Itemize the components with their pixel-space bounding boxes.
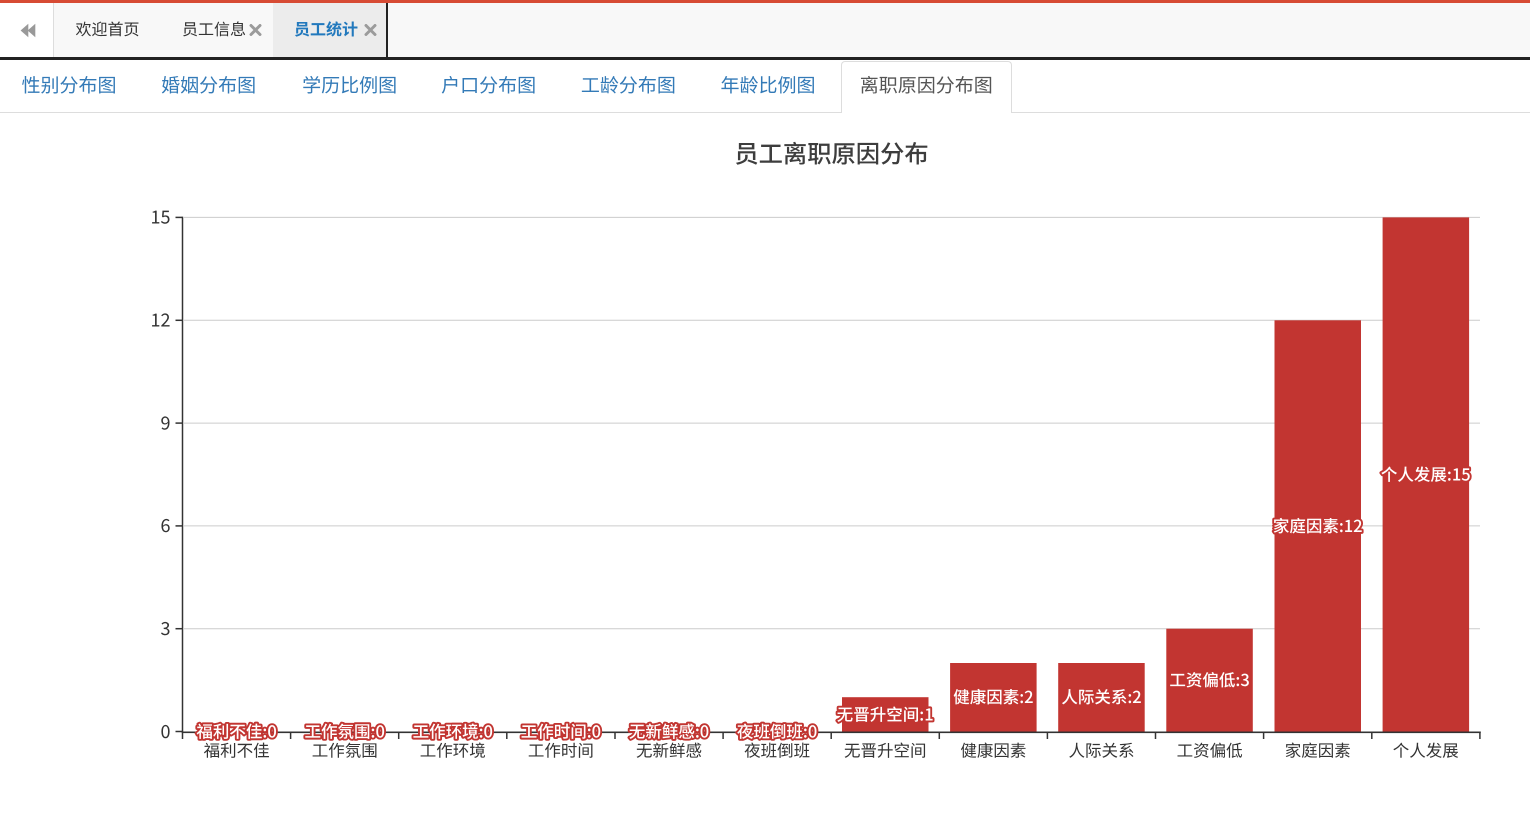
svg-text:3: 3 [161,615,171,641]
svg-text:6: 6 [161,512,171,538]
svg-text:健康因素:2: 健康因素:2 [953,684,1033,708]
svg-text:员工离职原因分布: 员工离职原因分布 [734,134,928,169]
svg-text:家庭因素: 家庭因素 [1285,737,1351,761]
svg-text:个人发展: 个人发展 [1393,737,1459,761]
svg-text:工作时间: 工作时间 [528,737,594,761]
svg-text:9: 9 [161,409,171,435]
svg-text:工作环境:0: 工作环境:0 [413,719,493,743]
svg-text:家庭因素:12: 家庭因素:12 [1273,513,1363,537]
svg-text:工作环境: 工作环境 [420,737,486,761]
svg-text:健康因素: 健康因素 [960,737,1026,761]
svg-text:夜班倒班:0: 夜班倒班:0 [737,719,817,743]
svg-text:工作氛围: 工作氛围 [312,737,378,761]
svg-text:无晋升空间:1: 无晋升空间:1 [837,701,934,725]
svg-text:夜班倒班: 夜班倒班 [744,737,810,761]
svg-text:个人发展:15: 个人发展:15 [1381,462,1471,486]
svg-text:12: 12 [151,307,171,333]
svg-text:无晋升空间: 无晋升空间 [844,737,927,761]
svg-text:无新鲜感:0: 无新鲜感:0 [629,719,709,743]
svg-text:福利不佳: 福利不佳 [204,737,270,761]
svg-text:工作时间:0: 工作时间:0 [521,719,601,743]
svg-text:人际关系: 人际关系 [1069,737,1135,761]
svg-text:福利不佳:0: 福利不佳:0 [196,719,276,743]
svg-text:15: 15 [151,204,171,230]
svg-text:0: 0 [161,718,171,744]
svg-text:工作氛围:0: 工作氛围:0 [305,719,385,743]
svg-text:人际关系:2: 人际关系:2 [1061,684,1141,708]
svg-text:工资偏低: 工资偏低 [1177,737,1243,761]
svg-text:无新鲜感: 无新鲜感 [636,737,702,761]
svg-text:工资偏低:3: 工资偏低:3 [1169,667,1249,691]
